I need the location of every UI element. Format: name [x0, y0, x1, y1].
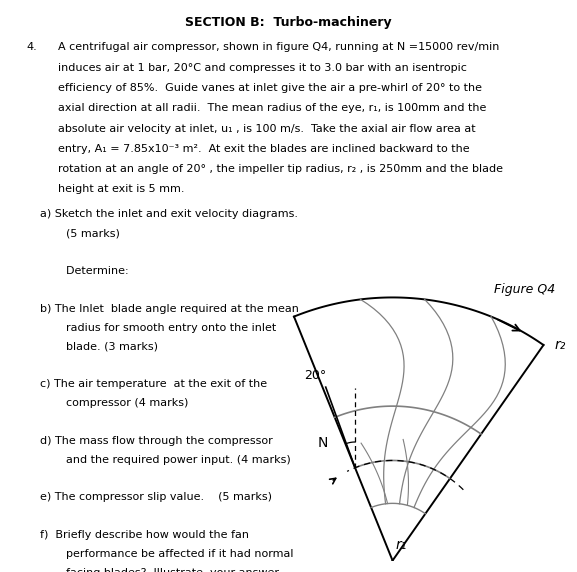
Text: Determine:: Determine:	[52, 266, 129, 276]
Text: induces air at 1 bar, 20°C and compresses it to 3.0 bar with an isentropic: induces air at 1 bar, 20°C and compresse…	[58, 62, 467, 73]
Text: performance be affected if it had normal: performance be affected if it had normal	[52, 549, 294, 559]
Text: SECTION B:  Turbo-machinery: SECTION B: Turbo-machinery	[185, 16, 392, 29]
Text: entry, A₁ = 7.85x10⁻³ m².  At exit the blades are inclined backward to the: entry, A₁ = 7.85x10⁻³ m². At exit the bl…	[58, 144, 469, 154]
Text: Figure Q4: Figure Q4	[494, 283, 556, 296]
Text: r₂: r₂	[555, 338, 566, 352]
Text: rotation at an angle of 20° , the impeller tip radius, r₂ , is 250mm and the bla: rotation at an angle of 20° , the impell…	[58, 164, 503, 174]
Text: d) The mass flow through the compressor: d) The mass flow through the compressor	[40, 436, 273, 446]
Text: axial direction at all radii.  The mean radius of the eye, r₁, is 100mm and the: axial direction at all radii. The mean r…	[58, 103, 486, 113]
Text: radius for smooth entry onto the inlet: radius for smooth entry onto the inlet	[52, 323, 276, 332]
Text: f)  Briefly describe how would the fan: f) Briefly describe how would the fan	[40, 530, 249, 540]
Text: (5 marks): (5 marks)	[52, 228, 120, 238]
Text: absolute air velocity at inlet, u₁ , is 100 m/s.  Take the axial air flow area a: absolute air velocity at inlet, u₁ , is …	[58, 124, 475, 133]
Text: c) The air temperature  at the exit of the: c) The air temperature at the exit of th…	[40, 379, 268, 389]
Text: A centrifugal air compressor, shown in figure Q4, running at N =15000 rev/min: A centrifugal air compressor, shown in f…	[58, 42, 499, 52]
Text: efficiency of 85%.  Guide vanes at inlet give the air a pre-whirl of 20° to the: efficiency of 85%. Guide vanes at inlet …	[58, 83, 482, 93]
Text: b) The Inlet  blade angle required at the mean: b) The Inlet blade angle required at the…	[40, 304, 299, 313]
Text: a) Sketch the inlet and exit velocity diagrams.: a) Sketch the inlet and exit velocity di…	[40, 209, 298, 219]
Text: N: N	[317, 435, 328, 450]
Text: height at exit is 5 mm.: height at exit is 5 mm.	[58, 184, 184, 194]
Text: and the required power input. (4 marks): and the required power input. (4 marks)	[52, 455, 291, 464]
Text: r₁: r₁	[395, 538, 407, 551]
Text: facing blades?  Illustrate  your answer: facing blades? Illustrate your answer	[52, 568, 279, 572]
Text: 4.: 4.	[26, 42, 37, 52]
Text: compressor (4 marks): compressor (4 marks)	[52, 398, 188, 408]
Text: blade. (3 marks): blade. (3 marks)	[52, 341, 158, 351]
Text: e) The compressor slip value.    (5 marks): e) The compressor slip value. (5 marks)	[40, 492, 272, 502]
Text: 20°: 20°	[304, 369, 326, 382]
